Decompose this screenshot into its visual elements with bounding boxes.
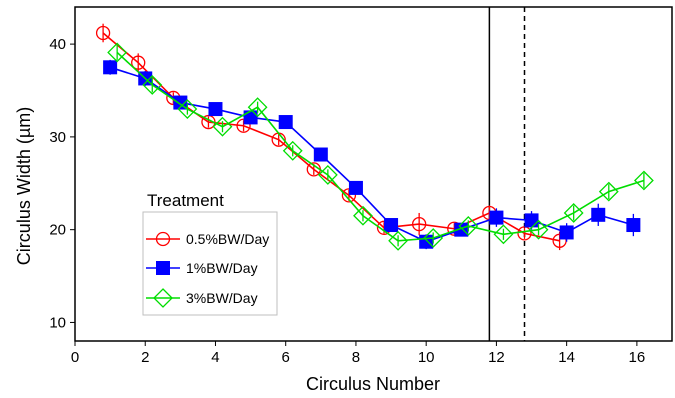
data-point-3-bw-day-12 (528, 219, 549, 240)
x-tick-label-4: 8 (352, 349, 360, 366)
x-tick-label-7: 14 (558, 349, 575, 366)
data-point-3-bw-day-6 (317, 165, 338, 185)
data-point-0-5-bw-day-1 (131, 55, 146, 70)
series-3-bw-day (107, 42, 654, 251)
data-point-1-bw-day-14 (591, 207, 606, 222)
data-point-1-bw-day-3 (208, 102, 223, 117)
data-point-0-5-bw-day-4 (236, 118, 251, 133)
data-point-3-bw-day-7 (353, 205, 373, 226)
data-point-3-bw-day-2 (177, 99, 198, 119)
series-line-1-bw-day (109, 66, 634, 243)
data-point-3-bw-day-5 (282, 140, 303, 161)
legend-marker-1-bw-day (156, 261, 170, 275)
data-point-3-bw-day-15 (633, 170, 654, 191)
x-tick-label-5: 10 (418, 349, 435, 366)
data-point-3-bw-day-10 (458, 216, 479, 236)
data-point-3-bw-day-0 (107, 42, 128, 63)
data-point-1-bw-day-11 (489, 210, 504, 225)
data-point-1-bw-day-0 (103, 60, 118, 75)
data-point-0-5-bw-day-7 (341, 188, 357, 203)
data-point-3-bw-day-11 (493, 224, 514, 245)
data-point-3-bw-day-14 (598, 181, 619, 202)
data-point-3-bw-day-3 (212, 116, 233, 137)
data-point-3-bw-day-1 (142, 75, 163, 95)
data-point-1-bw-day-5 (278, 115, 293, 130)
legend: Treatment 0.5%BW/Day 1%BW/Day 3%BW/Day (142, 191, 278, 316)
data-point-1-bw-day-8 (384, 218, 399, 233)
plot-frame (74, 6, 673, 342)
legend-marker-0-5-bw-day (155, 231, 171, 247)
data-point-1-bw-day-9 (419, 234, 434, 249)
legend-label-1-bw-day: 1%BW/Day (186, 260, 258, 276)
y-axis-title: Circulus Width (µm) (14, 107, 34, 265)
data-point-0-5-bw-day-12 (517, 226, 532, 241)
x-tick-label-8: 16 (629, 349, 646, 366)
x-axis-title: Circulus Number (306, 374, 440, 394)
x-tick-label-1: 2 (141, 349, 149, 366)
data-point-1-bw-day-6 (313, 147, 328, 162)
y-tick-label-2: 30 (49, 129, 66, 146)
y-tick-label-3: 40 (49, 36, 66, 53)
legend-label-3-bw-day: 3%BW/Day (186, 290, 258, 306)
legend-title: Treatment (147, 191, 224, 210)
x-tick-label-2: 4 (211, 349, 219, 366)
data-point-3-bw-day-9 (423, 228, 444, 248)
legend-label-0-5-bw-day: 0.5%BW/Day (186, 231, 269, 247)
y-tick-label-0: 10 (49, 314, 66, 331)
data-point-1-bw-day-15 (626, 218, 641, 233)
x-tick-label-0: 0 (71, 349, 79, 366)
data-point-3-bw-day-8 (388, 230, 409, 251)
y-tick-label-1: 20 (49, 222, 66, 239)
x-tick-label-6: 12 (488, 349, 505, 366)
data-point-1-bw-day-12 (524, 213, 539, 228)
series-line-3-bw-day (116, 51, 645, 242)
legend-marker-3-bw-day (153, 288, 173, 308)
data-point-3-bw-day-4 (247, 97, 268, 118)
data-point-1-bw-day-13 (559, 225, 574, 240)
data-point-3-bw-day-13 (563, 203, 584, 223)
data-point-0-5-bw-day-9 (412, 216, 427, 232)
data-point-1-bw-day-7 (348, 180, 363, 195)
x-tick-label-3: 6 (282, 349, 290, 366)
data-point-0-5-bw-day-0 (95, 25, 111, 41)
